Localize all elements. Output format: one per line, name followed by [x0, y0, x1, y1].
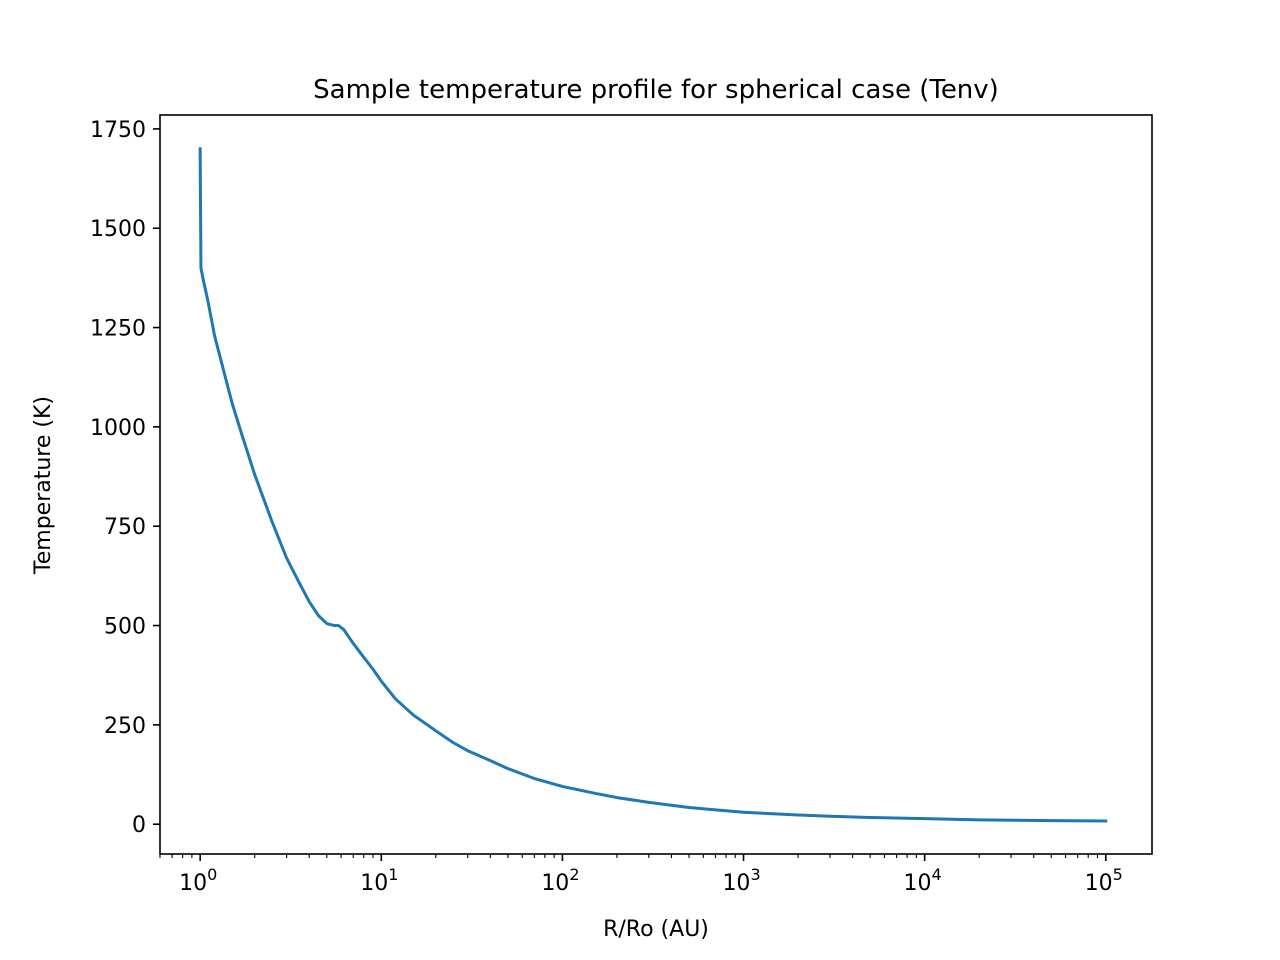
- x-tick-exponent: 0: [207, 865, 217, 884]
- x-tick-base: 10: [904, 871, 932, 896]
- x-tick-label: 102: [541, 865, 579, 896]
- plot-frame: [159, 114, 1153, 855]
- x-tick-label: 105: [1085, 865, 1123, 896]
- x-tick-exponent: 4: [932, 865, 942, 884]
- chart-title: Sample temperature profile for spherical…: [313, 75, 999, 105]
- temperature-series-line: [198, 147, 1108, 823]
- x-tick-base: 10: [722, 871, 750, 896]
- x-tick-label: 104: [904, 865, 942, 896]
- x-axis-label: R/Ro (AU): [603, 917, 709, 942]
- y-tick-label: 0: [132, 813, 146, 838]
- x-tick-base: 10: [360, 871, 388, 896]
- y-tick-label: 1250: [90, 317, 146, 342]
- x-tick-base: 10: [1085, 871, 1113, 896]
- y-tick-label: 1000: [90, 416, 146, 441]
- x-tick-exponent: 1: [388, 865, 398, 884]
- x-tick-base: 10: [179, 871, 207, 896]
- y-tick-label: 750: [104, 515, 146, 540]
- x-tick-exponent: 2: [569, 865, 579, 884]
- y-tick-label: 1500: [90, 217, 146, 242]
- x-tick-base: 10: [541, 871, 569, 896]
- x-tick-label: 100: [179, 865, 217, 896]
- y-tick-label: 250: [104, 714, 146, 739]
- x-tick-exponent: 5: [1113, 865, 1123, 884]
- x-tick-label: 103: [722, 865, 760, 896]
- x-tick-exponent: 3: [750, 865, 760, 884]
- y-tick-label: 1750: [90, 118, 146, 143]
- y-axis-label: Temperature (K): [31, 396, 56, 575]
- plot-area: [198, 147, 1108, 823]
- y-tick-label: 500: [104, 615, 146, 640]
- x-tick-label: 101: [360, 865, 398, 896]
